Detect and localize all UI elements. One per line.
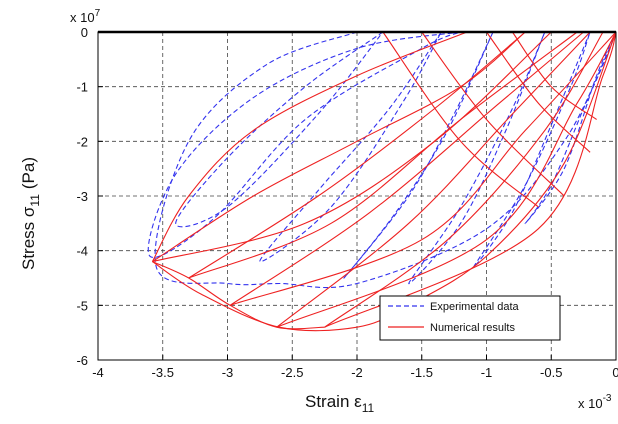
series-curve bbox=[259, 31, 442, 263]
y-tick-label: -1 bbox=[76, 80, 88, 95]
y-multiplier: x 107 bbox=[70, 8, 101, 25]
x-axis-label-main: Strain ε bbox=[305, 392, 362, 411]
y-tick-label: 0 bbox=[81, 25, 88, 40]
x-tick-label: -1 bbox=[481, 365, 493, 380]
series-curve bbox=[276, 31, 591, 328]
y-tick-label: -2 bbox=[76, 134, 88, 149]
series-curve bbox=[152, 261, 325, 330]
series-curve bbox=[188, 31, 526, 279]
y-multiplier-base: x 10 bbox=[70, 10, 95, 25]
series-curve bbox=[175, 31, 384, 228]
series-curve bbox=[229, 31, 584, 306]
series-curve bbox=[486, 31, 591, 153]
y-tick-label: -5 bbox=[76, 298, 88, 313]
x-multiplier: x 10-3 bbox=[578, 393, 612, 411]
x-multiplier-base: x 10 bbox=[578, 396, 603, 411]
series-curve bbox=[152, 31, 552, 263]
x-tick-label: -0.5 bbox=[540, 365, 562, 380]
series-experimental bbox=[147, 31, 617, 289]
series-curve bbox=[473, 31, 591, 268]
series-curve bbox=[511, 31, 597, 120]
y-tick-label: -6 bbox=[76, 353, 88, 368]
legend-box bbox=[379, 295, 561, 341]
series-curve bbox=[151, 31, 468, 262]
y-tick-label: -3 bbox=[76, 189, 88, 204]
y-tick-label: -4 bbox=[76, 244, 88, 259]
x-tick-label: -3 bbox=[222, 365, 234, 380]
x-multiplier-exp: -3 bbox=[603, 393, 612, 404]
series-curve bbox=[408, 31, 546, 285]
series-curve bbox=[229, 31, 617, 306]
series-curve bbox=[188, 31, 578, 279]
series-curve bbox=[421, 31, 565, 197]
series-curve bbox=[382, 31, 539, 208]
x-axis-label-sub: 11 bbox=[362, 401, 375, 415]
series-curve bbox=[324, 31, 604, 328]
series-curve bbox=[152, 31, 526, 263]
y-multiplier-exp: 7 bbox=[95, 8, 101, 19]
x-tick-label: -4 bbox=[92, 365, 104, 380]
series-curve bbox=[324, 31, 617, 328]
series-curve bbox=[152, 31, 617, 332]
axes-frame bbox=[97, 30, 617, 361]
x-tick-label: 0 bbox=[612, 365, 618, 380]
x-tick-label: -1.5 bbox=[411, 365, 433, 380]
plot-data bbox=[147, 31, 617, 332]
y-axis-label: Stress σ11 (Pa) bbox=[19, 157, 42, 270]
x-tick-label: -2 bbox=[351, 365, 363, 380]
legend: Experimental data Numerical results bbox=[379, 295, 561, 341]
y-axis-label-sub: 11 bbox=[28, 194, 42, 207]
series-curve bbox=[147, 31, 461, 258]
tick-labels: -4 -3.5 -3 -2.5 -2 -1.5 -1 -0.5 0 0 -1 -2 -3 -4 -5 -6 bbox=[76, 25, 618, 380]
x-axis-label: Strain ε11 bbox=[305, 392, 375, 415]
x-tick-label: -2.5 bbox=[281, 365, 303, 380]
y-axis-label-main: Stress σ bbox=[19, 206, 38, 270]
y-axis-label-unit: (Pa) bbox=[19, 157, 38, 189]
series-numerical bbox=[151, 31, 617, 332]
legend-label-numerical: Numerical results bbox=[430, 322, 515, 334]
x-tick-label: -3.5 bbox=[152, 365, 174, 380]
legend-label-experimental: Experimental data bbox=[430, 301, 520, 313]
series-curve bbox=[276, 31, 617, 328]
